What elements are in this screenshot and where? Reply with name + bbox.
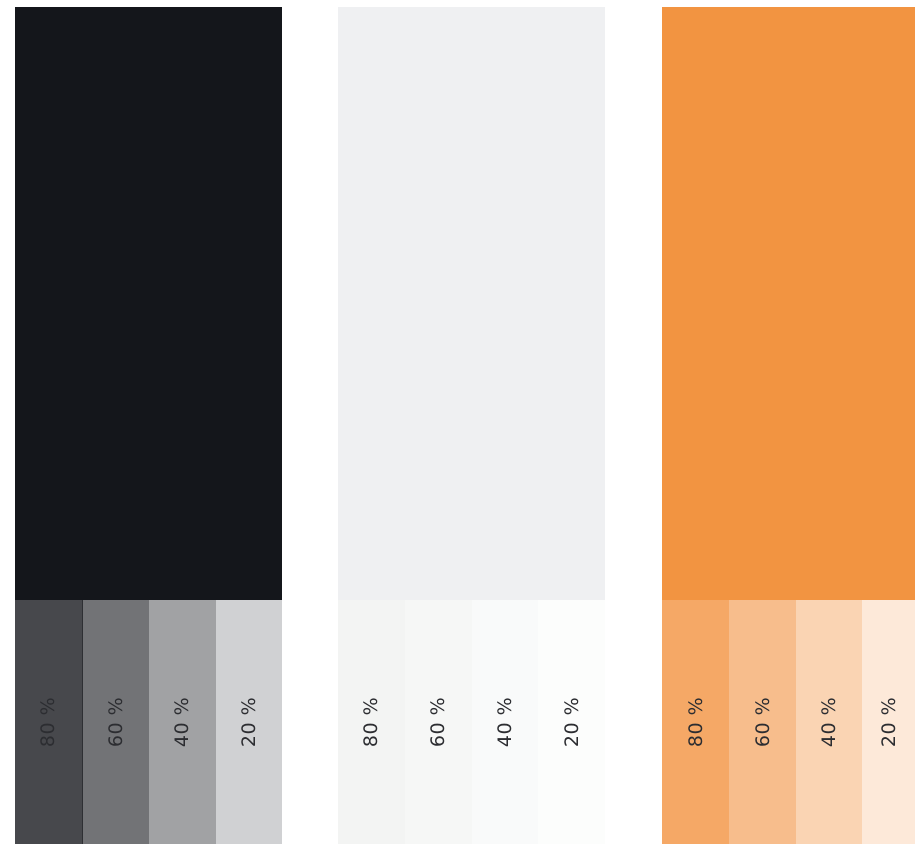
tint-label: 40 %: [171, 696, 194, 748]
tint-orange-20: 20 %: [862, 600, 915, 844]
tint-label: 40 %: [493, 696, 516, 748]
swatch-dark-base: [15, 7, 282, 600]
tint-dark-40: 40 %: [149, 600, 216, 844]
tint-label: 20 %: [560, 696, 583, 748]
swatch-orange: 80 % 60 % 40 % 20 %: [662, 7, 915, 844]
swatch-orange-tints: 80 % 60 % 40 % 20 %: [662, 600, 915, 844]
tint-label: 80 %: [360, 696, 383, 748]
tint-orange-60: 60 %: [729, 600, 796, 844]
tint-label: 40 %: [818, 696, 840, 748]
tint-label: 80 %: [684, 696, 707, 748]
swatch-light: 80 % 60 % 40 % 20 %: [338, 7, 605, 844]
tint-label: 60 %: [427, 696, 450, 748]
tint-light-60: 60 %: [404, 600, 472, 844]
tint-light-20: 20 %: [538, 600, 605, 844]
tint-light-80: 80 %: [338, 600, 405, 844]
tint-dark-60: 60 %: [82, 600, 149, 844]
swatch-dark: 80 % 60 % 40 % 20 %: [15, 7, 282, 844]
swatch-light-base: [338, 7, 605, 600]
tint-orange-40: 40 %: [796, 600, 862, 844]
tint-label: 20 %: [237, 696, 260, 748]
tint-label: 80 %: [37, 696, 60, 748]
swatch-dark-tints: 80 % 60 % 40 % 20 %: [15, 600, 282, 844]
tint-label: 60 %: [104, 696, 127, 748]
tint-label: 60 %: [751, 696, 774, 748]
swatch-orange-base: [662, 7, 915, 600]
tint-dark-20: 20 %: [215, 600, 282, 844]
tint-orange-80: 80 %: [662, 600, 729, 844]
tint-light-40: 40 %: [471, 600, 539, 844]
swatch-light-tints: 80 % 60 % 40 % 20 %: [338, 600, 605, 844]
tint-dark-80: 80 %: [15, 600, 83, 844]
tint-label: 20 %: [877, 696, 900, 748]
